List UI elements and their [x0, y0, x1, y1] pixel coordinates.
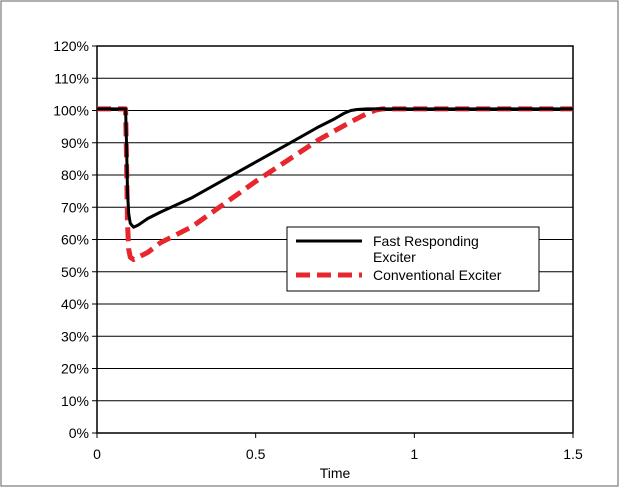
x-tick-label: 0: [93, 446, 101, 462]
y-tick-label: 80%: [61, 167, 89, 183]
legend: Fast Responding Exciter Conventional Exc…: [286, 226, 540, 292]
x-axis-label: Time: [320, 465, 351, 481]
y-tick-label: 0%: [69, 425, 89, 441]
legend-label-fast-line2: Exciter: [373, 249, 416, 265]
x-tick-label: 1.5: [563, 446, 583, 462]
series-line-fast-responding-exciter: [97, 107, 573, 229]
y-tick-label: 30%: [61, 328, 89, 344]
y-tick-label: 40%: [61, 296, 89, 312]
y-tick-label: 100%: [53, 103, 89, 119]
y-tick-label: 20%: [61, 361, 89, 377]
y-tick-label: 70%: [61, 199, 89, 215]
x-tick-label: 1: [410, 446, 418, 462]
y-tick-label: 60%: [61, 232, 89, 248]
y-tick-label: 120%: [53, 38, 89, 54]
plot-lines: [97, 106, 573, 262]
y-tick-label: 50%: [61, 264, 89, 280]
legend-label-fast: Fast Responding Exciter: [373, 233, 483, 265]
y-tick-label: 90%: [61, 135, 89, 151]
x-tick-label: 0.5: [246, 446, 266, 462]
legend-label-conventional: Conventional Exciter: [373, 267, 502, 283]
series-line-conventional-exciter: [97, 106, 573, 262]
x-axis: 0 0.5 1 1.5: [93, 433, 583, 462]
y-axis: 0% 10% 20% 30% 40% 50% 60% 70% 80% 90% 100% 110% 120…: [53, 38, 97, 441]
y-tick-label: 10%: [61, 393, 89, 409]
legend-box: [286, 226, 540, 292]
legend-label-fast-line1: Fast Responding: [373, 233, 479, 249]
y-tick-label: 110%: [54, 70, 89, 86]
